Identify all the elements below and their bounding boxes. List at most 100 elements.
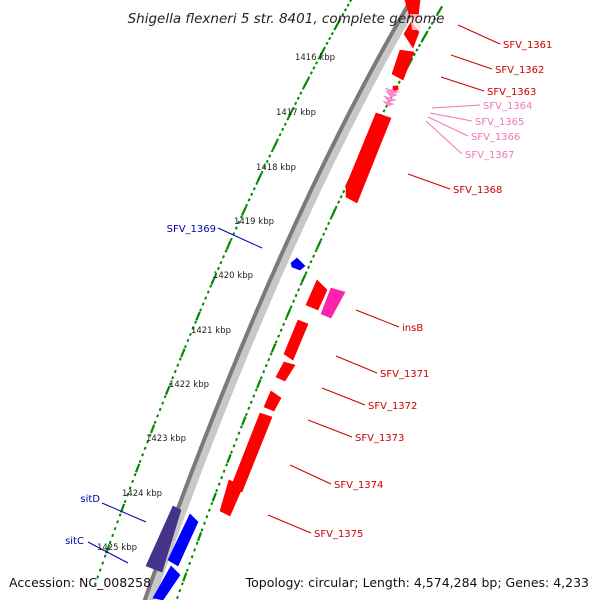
gene-label[interactable]: sitD (80, 494, 100, 505)
gene-arrow[interactable] (391, 49, 415, 81)
gene-label[interactable]: SFV_1375 (314, 529, 363, 540)
kbp-label: 1416 kbp (295, 53, 335, 63)
major-tick (180, 348, 186, 358)
gene-arrow[interactable] (320, 287, 346, 319)
kbp-label: 1425 kbp (97, 543, 137, 553)
minor-tick (269, 352, 273, 356)
kbp-label: 1423 kbp (146, 434, 186, 444)
gene-arrow[interactable] (381, 100, 396, 107)
major-tick (211, 492, 217, 502)
kbp-label: 1420 kbp (213, 271, 253, 281)
minor-tick (247, 198, 251, 202)
minor-tick (176, 363, 180, 367)
gene-arrow[interactable] (275, 361, 296, 382)
leader-line (307, 419, 353, 438)
gene-sfv-1368[interactable] (345, 112, 392, 204)
minor-tick (341, 12, 345, 17)
minor-tick (143, 446, 147, 450)
gene-sfv-1372[interactable] (275, 361, 296, 382)
gene-arrow[interactable] (230, 412, 273, 493)
gene-sfv-1366[interactable] (381, 100, 396, 107)
leader-line (429, 112, 473, 122)
minor-tick (173, 369, 177, 374)
backbone-line (142, 0, 414, 600)
minor-tick (209, 284, 213, 288)
gene-arrow[interactable] (167, 513, 199, 567)
major-tick (196, 532, 203, 542)
minor-tick (161, 401, 165, 405)
minor-tick (207, 508, 211, 512)
gene-sfv-1365[interactable] (383, 95, 398, 103)
label-leaders (87, 24, 501, 564)
minor-tick (349, 0, 353, 3)
minor-tick (230, 450, 233, 454)
gene-arrow[interactable] (152, 565, 181, 600)
gene-label[interactable]: SFV_1363 (487, 87, 536, 98)
major-tick (226, 453, 232, 464)
gene-label[interactable]: SFV_1371 (380, 369, 429, 380)
gene-label[interactable]: SFV_1365 (475, 117, 524, 128)
minor-tick (312, 66, 316, 70)
minor-tick (322, 46, 326, 50)
gene-arrow[interactable] (305, 279, 328, 311)
minor-tick (337, 200, 341, 204)
gene-insb[interactable] (320, 287, 346, 319)
gene-label[interactable]: SFV_1362 (495, 65, 544, 76)
minor-tick (153, 420, 157, 424)
gene-label[interactable]: SFV_1369 (167, 224, 216, 235)
minor-tick (252, 187, 256, 191)
minor-tick (330, 31, 334, 36)
gene-sitd[interactable] (145, 505, 182, 573)
gene-label[interactable]: SFV_1374 (334, 480, 383, 491)
minor-tick (277, 334, 281, 338)
minor-tick (412, 52, 416, 57)
gene-arrow[interactable] (145, 505, 182, 573)
gene-arrow[interactable] (392, 85, 399, 91)
minor-tick (420, 39, 424, 43)
major-tick (272, 140, 278, 150)
minor-tick (141, 453, 145, 457)
gene-arrow[interactable] (290, 257, 306, 271)
gene-label[interactable]: SFV_1366 (471, 132, 520, 143)
gene-arrow[interactable] (263, 390, 282, 412)
minor-tick (282, 322, 286, 327)
gene-sfv-1374[interactable] (219, 412, 273, 517)
gene-label[interactable]: SFV_1368 (453, 185, 502, 196)
minor-tick (339, 195, 343, 199)
minor-tick (417, 43, 422, 48)
gene-sfv-1373[interactable] (263, 390, 282, 412)
gene-label[interactable]: SFV_1373 (355, 433, 404, 444)
gene-arrow[interactable] (345, 112, 392, 204)
minor-tick (299, 282, 303, 286)
gene-label[interactable]: insB (402, 323, 423, 334)
gene-label[interactable]: SFV_1372 (368, 401, 417, 412)
gene-arrow[interactable] (283, 319, 309, 361)
gene-sfv-1363[interactable] (392, 85, 399, 91)
minor-tick (195, 541, 199, 545)
gene-arrow[interactable] (219, 479, 244, 517)
gene-sitc[interactable] (152, 513, 199, 600)
gene-label[interactable]: SFV_1367 (465, 150, 514, 161)
minor-tick (200, 528, 204, 532)
major-tick (225, 240, 232, 250)
leader-line (87, 541, 129, 564)
gene-arrow[interactable] (383, 95, 398, 103)
major-tick (421, 32, 428, 41)
minor-tick (128, 486, 132, 490)
gene-label[interactable]: SFV_1361 (503, 40, 552, 51)
minor-tick (245, 203, 249, 208)
gene-label[interactable]: SFV_1364 (483, 101, 532, 112)
leader-line (407, 173, 451, 190)
minor-tick (250, 192, 254, 197)
gene-sfv-1362[interactable] (391, 49, 415, 81)
minor-tick (333, 27, 337, 31)
minor-tick (291, 106, 295, 111)
gene-arrow[interactable] (384, 87, 401, 95)
minor-tick (281, 127, 285, 132)
gene-sfv-1367[interactable] (384, 87, 401, 95)
gene-sfv-1369[interactable] (290, 257, 306, 271)
gene-sfv-1371[interactable] (283, 279, 328, 361)
minor-tick (116, 520, 120, 524)
gene-label[interactable]: sitC (65, 536, 84, 547)
